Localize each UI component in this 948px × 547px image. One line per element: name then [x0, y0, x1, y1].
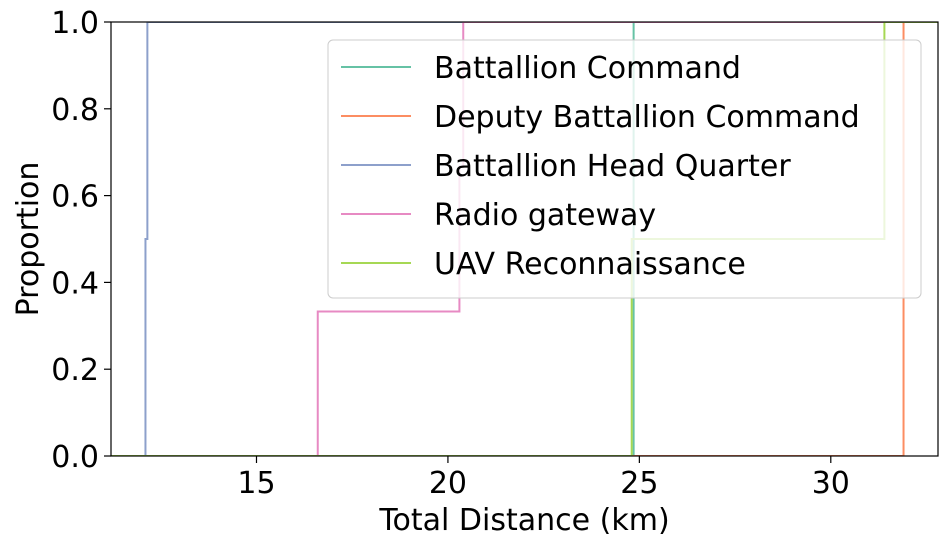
- y-tick-label: 0.8: [51, 93, 99, 128]
- x-tick-label: 25: [620, 466, 658, 501]
- x-tick-label: 15: [237, 466, 275, 501]
- y-tick-label: 0.2: [51, 353, 99, 388]
- series-line-3: [111, 22, 938, 456]
- y-tick-label: 0.6: [51, 180, 99, 215]
- y-tick-label: 0.0: [51, 440, 99, 475]
- x-tick-label: 30: [812, 466, 850, 501]
- x-tick-label: 20: [429, 466, 467, 501]
- legend-label: Deputy Battallion Command: [434, 100, 860, 135]
- legend-box: [327, 39, 922, 299]
- x-axis-label: Total Distance (km): [378, 503, 669, 538]
- plot-frame: [110, 21, 939, 457]
- x-axis: 15 20 25 30: [237, 456, 850, 501]
- legend-label: Radio gateway: [434, 198, 656, 233]
- legend: Battallion Command Deputy Battallion Comm…: [327, 39, 922, 299]
- legend-label: UAV Reconnaissance: [434, 247, 746, 282]
- y-axis: 0.0 0.2 0.4 0.6 0.8 1.0: [51, 6, 111, 475]
- legend-label: Battallion Command: [434, 51, 741, 86]
- y-axis-label: Proportion: [11, 162, 46, 317]
- y-tick-label: 0.4: [51, 266, 99, 301]
- legend-label: Battallion Head Quarter: [434, 149, 791, 184]
- y-tick-label: 1.0: [51, 6, 99, 41]
